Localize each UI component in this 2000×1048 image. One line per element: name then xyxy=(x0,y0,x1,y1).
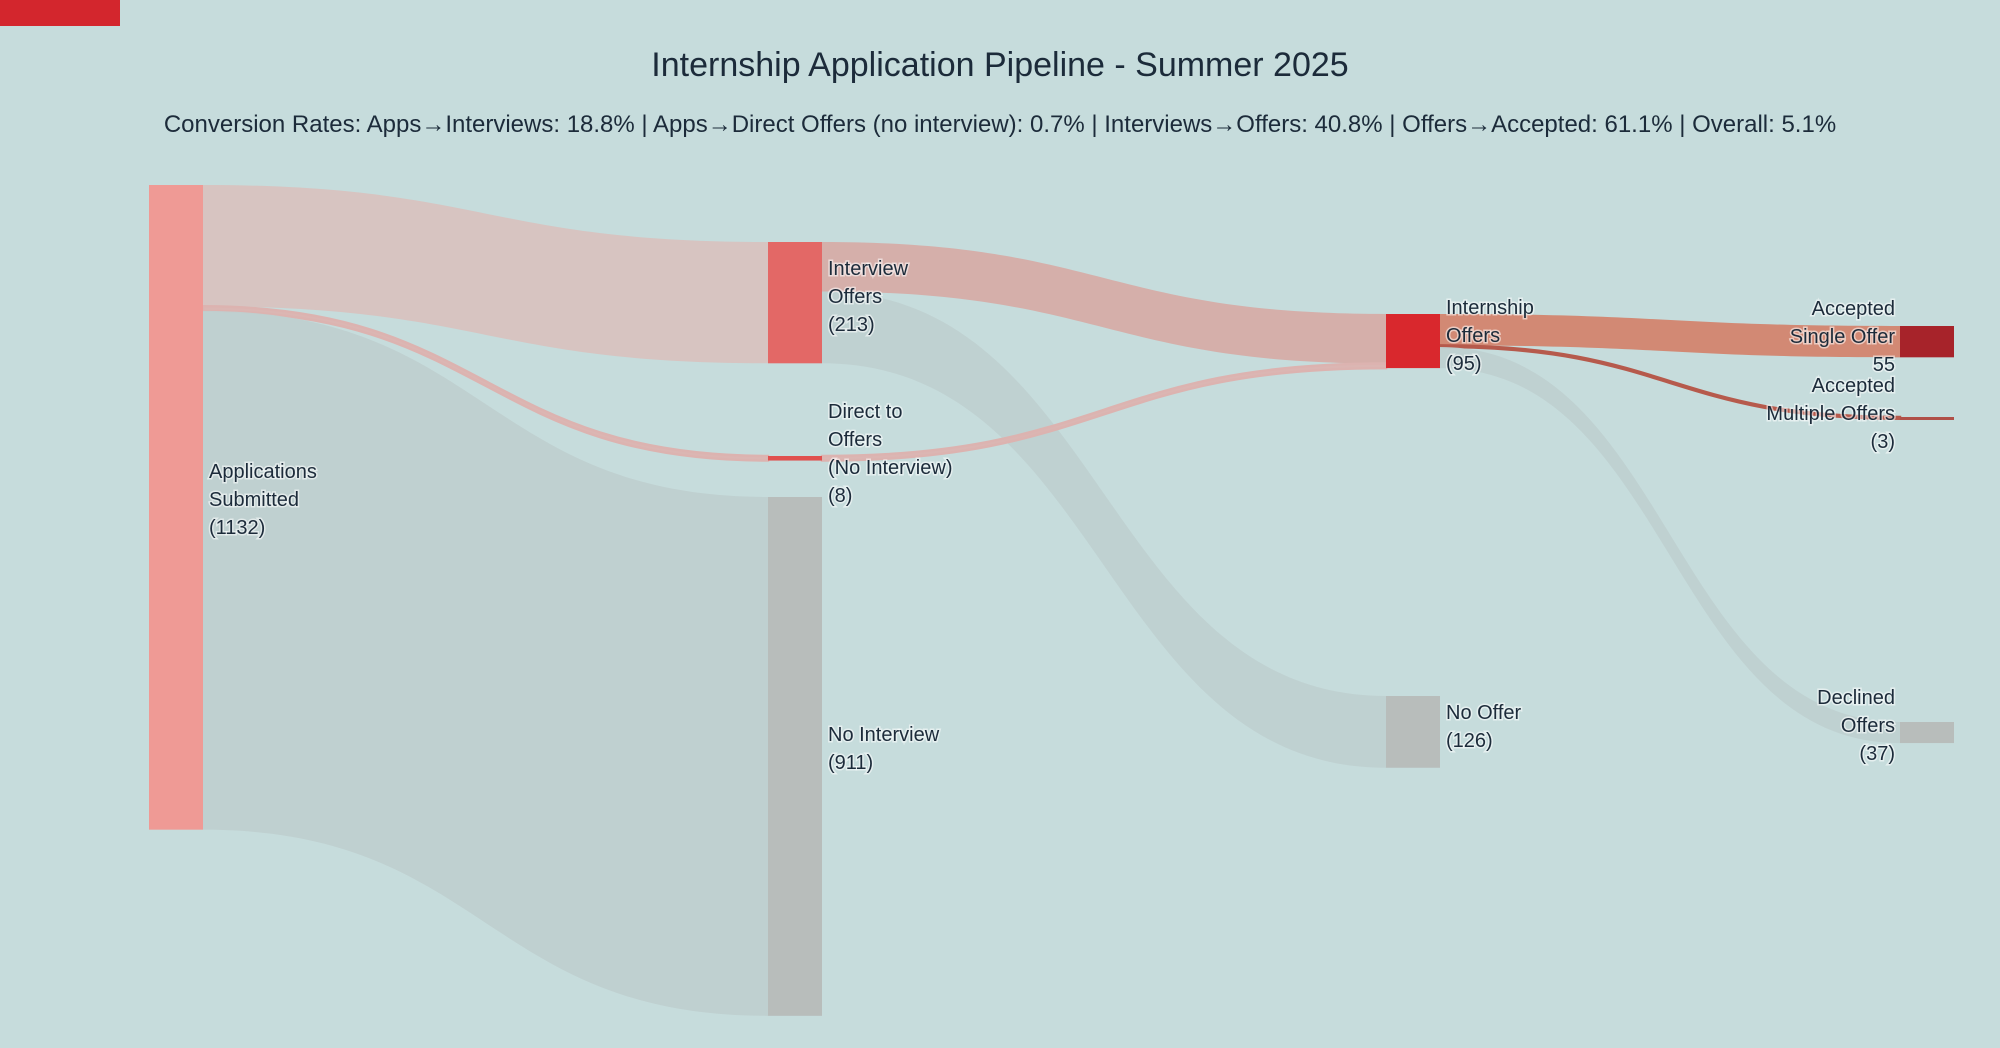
node-label-line: (37) xyxy=(1859,743,1895,765)
node-label-line: Single Offer xyxy=(1790,326,1896,348)
node-label-line: 55 xyxy=(1873,354,1895,376)
node-label-line: (213) xyxy=(828,314,875,336)
node-label-nointerview: No Interview (911) xyxy=(828,724,940,774)
node-label-line: Offers xyxy=(828,286,882,308)
node-label-declined: Declined Offers (37) xyxy=(1817,687,1895,765)
link-apps-to-nointerview xyxy=(203,310,768,1016)
node-label-line: (3) xyxy=(1871,431,1895,453)
nodes-layer xyxy=(149,185,1954,1016)
node-label-line: (No Interview) xyxy=(828,457,952,479)
node-offers xyxy=(1386,314,1440,369)
node-single xyxy=(1900,326,1954,358)
link-offers-to-single xyxy=(1440,314,1900,358)
node-label-single: Accepted Single Offer 55 xyxy=(1790,298,1896,376)
link-apps-to-interview xyxy=(203,185,768,364)
node-label-line: Offers xyxy=(1841,715,1895,737)
node-label-line: Declined xyxy=(1817,687,1895,709)
node-label-nooffer: No Offer (126) xyxy=(1446,702,1522,752)
node-label-line: Applications xyxy=(209,461,317,483)
node-label-line: Offers xyxy=(1446,325,1500,347)
node-label-interview: Interview Offers (213) xyxy=(828,258,909,336)
node-label-line: Submitted xyxy=(209,489,299,511)
node-label-line: (911) xyxy=(828,752,873,774)
node-multiple xyxy=(1900,417,1954,420)
node-label-apps: Applications Submitted (1132) xyxy=(209,461,317,539)
chart-subtitle: Conversion Rates: Apps→Interviews: 18.8%… xyxy=(164,111,1836,138)
node-apps xyxy=(149,185,203,830)
corner-accent-bar xyxy=(0,0,120,26)
node-declined xyxy=(1900,722,1954,744)
node-label-line: Internship xyxy=(1446,297,1534,319)
node-label-line: (1132) xyxy=(209,517,265,539)
node-label-line: (95) xyxy=(1446,353,1482,375)
node-label-direct: Direct to Offers (No Interview) (8) xyxy=(828,401,952,507)
node-label-line: (8) xyxy=(828,485,852,507)
node-label-line: Accepted xyxy=(1812,298,1895,320)
links-layer xyxy=(201,185,1902,1016)
chart-title: Internship Application Pipeline - Summer… xyxy=(651,46,1348,84)
node-label-line: No Interview xyxy=(828,724,940,746)
node-label-line: Interview xyxy=(828,258,909,280)
node-nointerview xyxy=(768,497,822,1016)
node-direct xyxy=(768,456,822,461)
node-label-line: No Offer xyxy=(1446,702,1522,724)
node-label-line: Accepted xyxy=(1812,375,1895,397)
link-direct-to-offers xyxy=(820,362,1388,462)
node-nooffer xyxy=(1386,696,1440,768)
link-interview-to-offers xyxy=(822,242,1386,364)
node-label-offers: Internship Offers (95) xyxy=(1446,297,1534,375)
link-interview-to-nooffer xyxy=(822,291,1386,768)
node-label-line: Offers xyxy=(828,429,882,451)
node-interview xyxy=(768,242,822,364)
node-label-line: (126) xyxy=(1446,730,1493,752)
link-offers-to-declined xyxy=(1440,347,1900,744)
labels-layer: Applications Submitted (1132) Interview Offe… xyxy=(208,257,1897,776)
node-label-multiple: Accepted Multiple Offers (3) xyxy=(1766,375,1895,453)
node-label-line: Direct to xyxy=(828,401,902,423)
node-label-line: Multiple Offers xyxy=(1766,403,1895,425)
